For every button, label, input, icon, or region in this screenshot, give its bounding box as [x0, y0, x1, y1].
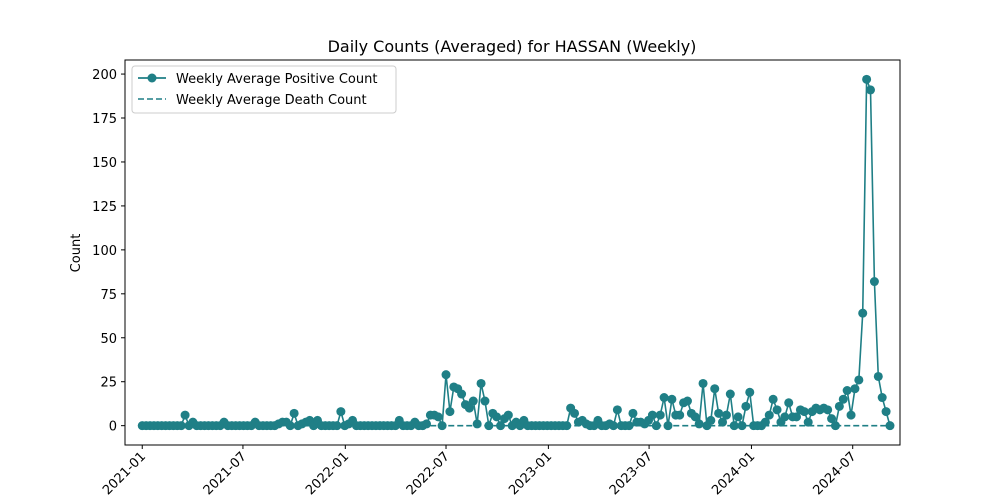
legend-label-positive: Weekly Average Positive Count [176, 72, 377, 87]
y-tick-label: 150 [92, 156, 117, 171]
data-point-positive [854, 375, 864, 385]
plot-layer [137, 74, 895, 431]
legend-marker-positive [147, 73, 157, 83]
data-point-positive [799, 407, 809, 417]
data-point-positive [492, 412, 502, 422]
data-point-positive [663, 421, 673, 431]
data-point-positive [846, 410, 856, 420]
data-point-positive [612, 405, 622, 415]
y-tick-label: 200 [92, 68, 117, 83]
y-tick-label: 50 [100, 332, 117, 347]
data-point-positive [745, 387, 755, 397]
data-point-positive [842, 386, 852, 395]
data-point-positive [433, 412, 443, 422]
y-tick-label: 25 [100, 376, 117, 391]
data-point-positive [729, 421, 739, 431]
legend-box [131, 65, 397, 114]
data-point-positive [422, 419, 432, 429]
y-tick-label: 0 [109, 420, 117, 435]
data-point-positive [823, 405, 833, 415]
data-point-positive [180, 410, 190, 420]
data-point-positive [764, 410, 774, 420]
data-point-positive [480, 396, 490, 406]
data-point-positive [885, 421, 895, 431]
data-point-positive [768, 394, 778, 404]
data-point-positive [780, 412, 790, 422]
data-point-positive [484, 421, 494, 431]
data-point-positive [472, 419, 482, 429]
legend: Weekly Average Positive Count Weekly Ave… [131, 65, 397, 114]
data-point-positive [772, 405, 782, 415]
y-tick-label: 75 [100, 288, 117, 303]
data-point-positive [464, 403, 474, 413]
data-point-positive [718, 417, 728, 427]
data-point-positive [721, 410, 731, 420]
data-point-positive [445, 407, 455, 417]
data-point-positive [784, 398, 794, 408]
data-point-positive [706, 415, 716, 425]
data-point-positive [562, 421, 572, 431]
data-point-positive [862, 74, 872, 84]
chart-title: Daily Counts (Averaged) for HASSAN (Week… [328, 37, 697, 56]
y-tick-label: 125 [92, 200, 117, 215]
data-point-positive [725, 389, 735, 399]
data-point-positive [336, 407, 346, 417]
data-point-positive [675, 410, 685, 420]
data-point-positive [803, 417, 813, 427]
data-point-positive [838, 394, 848, 404]
data-point-positive [827, 414, 837, 424]
data-point-positive [441, 370, 451, 380]
data-point-positive [858, 308, 868, 318]
data-point-positive [332, 421, 342, 431]
data-point-positive [651, 421, 661, 431]
data-point-positive [873, 371, 883, 381]
data-point-positive [468, 396, 478, 406]
plot-frame [124, 59, 901, 446]
data-point-positive [457, 389, 467, 399]
data-point-positive [624, 421, 634, 431]
data-point-positive [176, 421, 186, 431]
data-point-positive [741, 401, 751, 411]
data-point-positive [834, 401, 844, 411]
data-point-positive [437, 421, 447, 431]
data-point-positive [628, 408, 638, 418]
y-tick-label: 100 [92, 244, 117, 259]
data-point-positive [608, 421, 618, 431]
data-point-positive [496, 421, 506, 431]
data-point-positive [830, 421, 840, 431]
data-point-positive [881, 407, 891, 417]
data-point-positive [760, 417, 770, 427]
data-point-positive [714, 408, 724, 418]
data-point-positive [667, 394, 677, 404]
data-point-positive [659, 393, 669, 403]
legend-label-death: Weekly Average Death Count [176, 93, 367, 108]
y-axis-label: Count [69, 234, 84, 273]
data-point-positive [733, 412, 743, 422]
data-point-positive [285, 421, 295, 431]
data-point-positive [869, 277, 879, 287]
data-point-positive [570, 408, 580, 418]
data-point-positive [655, 410, 665, 420]
data-point-positive [647, 410, 657, 420]
data-point-positive [289, 408, 299, 418]
data-point-positive [850, 384, 860, 394]
data-point-positive [476, 378, 486, 388]
data-point-positive [690, 412, 700, 422]
data-point-positive [682, 396, 692, 406]
data-point-positive [877, 393, 887, 403]
data-point-positive [698, 378, 708, 388]
y-tick-label: 175 [92, 112, 117, 127]
data-point-positive [710, 384, 720, 394]
data-point-positive [792, 412, 802, 422]
data-point-positive [503, 410, 513, 420]
data-point-positive [694, 419, 704, 429]
data-point-positive [866, 85, 876, 95]
data-point-positive [737, 421, 747, 431]
